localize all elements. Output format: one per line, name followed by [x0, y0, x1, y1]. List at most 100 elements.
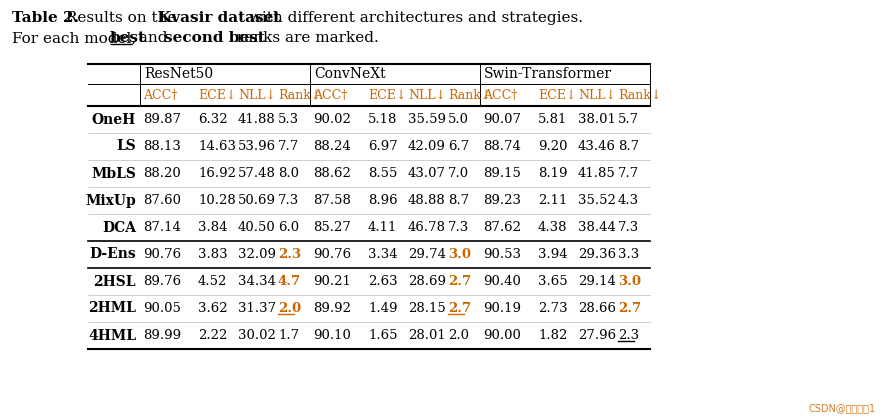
Text: 7.3: 7.3 [618, 221, 639, 234]
Text: ResNet50: ResNet50 [144, 67, 213, 81]
Text: 38.01: 38.01 [578, 113, 615, 126]
Text: 35.59: 35.59 [408, 113, 446, 126]
Text: 3.65: 3.65 [538, 275, 567, 288]
Text: ACC†: ACC† [143, 88, 177, 101]
Text: 2.0: 2.0 [277, 302, 300, 315]
Text: 1.82: 1.82 [538, 329, 567, 342]
Text: 8.7: 8.7 [618, 140, 639, 153]
Text: 57.48: 57.48 [237, 167, 276, 180]
Text: 29.14: 29.14 [578, 275, 615, 288]
Text: 4.52: 4.52 [198, 275, 227, 288]
Text: 90.21: 90.21 [313, 275, 351, 288]
Text: ECE↓: ECE↓ [538, 88, 576, 101]
Text: 46.78: 46.78 [408, 221, 446, 234]
Text: D-Ens: D-Ens [89, 248, 136, 261]
Text: 6.7: 6.7 [447, 140, 469, 153]
Text: 7.3: 7.3 [277, 194, 299, 207]
Text: 2.7: 2.7 [447, 302, 470, 315]
Text: NLL↓: NLL↓ [578, 88, 615, 101]
Text: Swin-Transformer: Swin-Transformer [484, 67, 611, 81]
Text: 2.3: 2.3 [277, 248, 300, 261]
Text: CSDN@才动小杲1: CSDN@才动小杲1 [808, 403, 875, 413]
Text: 29.36: 29.36 [578, 248, 616, 261]
Text: 6.97: 6.97 [368, 140, 397, 153]
Text: 90.19: 90.19 [483, 302, 520, 315]
Text: 30.02: 30.02 [237, 329, 276, 342]
Text: 87.62: 87.62 [483, 221, 520, 234]
Text: NLL↓: NLL↓ [408, 88, 446, 101]
Text: 1.65: 1.65 [368, 329, 397, 342]
Text: 5.81: 5.81 [538, 113, 567, 126]
Text: 3.84: 3.84 [198, 221, 227, 234]
Text: 28.15: 28.15 [408, 302, 446, 315]
Text: Rank↓: Rank↓ [277, 88, 321, 101]
Text: second best: second best [164, 31, 265, 45]
Text: with different architectures and strategies.: with different architectures and strateg… [244, 11, 582, 25]
Text: 53.96: 53.96 [237, 140, 276, 153]
Text: MbLS: MbLS [91, 166, 136, 181]
Text: 29.74: 29.74 [408, 248, 446, 261]
Text: 89.92: 89.92 [313, 302, 351, 315]
Text: and: and [134, 31, 172, 45]
Text: 87.60: 87.60 [143, 194, 181, 207]
Text: 87.14: 87.14 [143, 221, 181, 234]
Text: 90.40: 90.40 [483, 275, 520, 288]
Text: 90.07: 90.07 [483, 113, 520, 126]
Text: 43.46: 43.46 [578, 140, 615, 153]
Text: ECE↓: ECE↓ [198, 88, 236, 101]
Text: 6.32: 6.32 [198, 113, 228, 126]
Text: 10.28: 10.28 [198, 194, 236, 207]
Text: 31.37: 31.37 [237, 302, 276, 315]
Text: 90.02: 90.02 [313, 113, 351, 126]
Text: 35.52: 35.52 [578, 194, 615, 207]
Text: 50.69: 50.69 [237, 194, 276, 207]
Text: 7.7: 7.7 [277, 140, 299, 153]
Text: 90.05: 90.05 [143, 302, 181, 315]
Text: 89.76: 89.76 [143, 275, 181, 288]
Text: 88.62: 88.62 [313, 167, 351, 180]
Text: 3.62: 3.62 [198, 302, 228, 315]
Text: 4HML: 4HML [88, 328, 136, 342]
Text: 8.7: 8.7 [447, 194, 469, 207]
Text: 48.88: 48.88 [408, 194, 446, 207]
Text: 32.09: 32.09 [237, 248, 276, 261]
Text: 90.53: 90.53 [483, 248, 520, 261]
Text: 28.66: 28.66 [578, 302, 615, 315]
Text: 3.0: 3.0 [447, 248, 470, 261]
Text: 1.49: 1.49 [368, 302, 397, 315]
Text: 1.7: 1.7 [277, 329, 299, 342]
Text: 5.0: 5.0 [447, 113, 469, 126]
Text: 88.20: 88.20 [143, 167, 181, 180]
Text: 3.94: 3.94 [538, 248, 567, 261]
Text: 27.96: 27.96 [578, 329, 616, 342]
Text: 3.0: 3.0 [618, 275, 641, 288]
Text: 90.76: 90.76 [143, 248, 181, 261]
Text: ECE↓: ECE↓ [368, 88, 406, 101]
Text: 3.3: 3.3 [618, 248, 639, 261]
Text: 90.10: 90.10 [313, 329, 351, 342]
Text: 42.09: 42.09 [408, 140, 446, 153]
Text: DCA: DCA [102, 220, 136, 235]
Text: 89.99: 89.99 [143, 329, 181, 342]
Text: 2HSL: 2HSL [93, 274, 136, 289]
Text: ConvNeXt: ConvNeXt [314, 67, 385, 81]
Text: 5.18: 5.18 [368, 113, 397, 126]
Text: 90.76: 90.76 [313, 248, 351, 261]
Text: 2.7: 2.7 [618, 302, 641, 315]
Text: 4.7: 4.7 [277, 275, 300, 288]
Text: 2.22: 2.22 [198, 329, 227, 342]
Text: 40.50: 40.50 [237, 221, 276, 234]
Text: 38.44: 38.44 [578, 221, 615, 234]
Text: 6.0: 6.0 [277, 221, 299, 234]
Text: 2.63: 2.63 [368, 275, 397, 288]
Text: 7.7: 7.7 [618, 167, 639, 180]
Text: 4.38: 4.38 [538, 221, 567, 234]
Text: 8.55: 8.55 [368, 167, 397, 180]
Text: 89.87: 89.87 [143, 113, 181, 126]
Text: MixUp: MixUp [85, 194, 136, 207]
Text: 3.34: 3.34 [368, 248, 397, 261]
Text: 28.69: 28.69 [408, 275, 446, 288]
Text: 5.3: 5.3 [277, 113, 299, 126]
Text: Rank↓: Rank↓ [447, 88, 491, 101]
Text: 4.3: 4.3 [618, 194, 639, 207]
